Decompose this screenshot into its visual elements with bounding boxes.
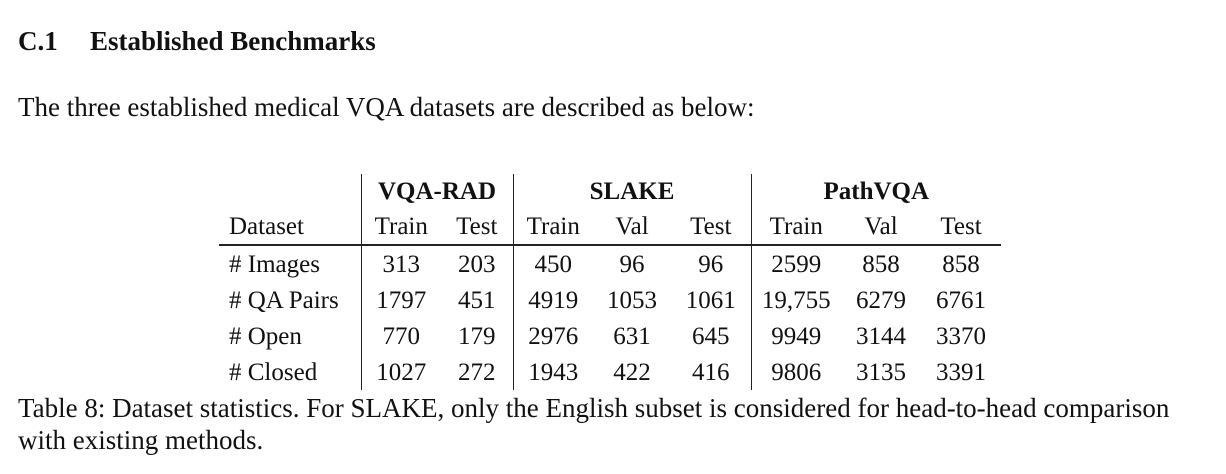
table-cell: 9949 — [750, 318, 841, 354]
table-cell: 1027 — [360, 354, 441, 390]
table-cell: 451 — [458, 286, 496, 314]
column-header: Train — [360, 208, 441, 246]
column-header: Dataset — [219, 208, 361, 246]
group-header: PathVQA — [750, 174, 1001, 208]
column-header: Test — [921, 208, 1001, 246]
table-cell: 2599 — [750, 245, 841, 282]
table-cell: 1943 — [512, 354, 593, 390]
empty-cell — [219, 174, 361, 208]
table-cell: 1061 — [685, 286, 736, 314]
table-cell: 272 — [458, 358, 496, 386]
table-cell: 3135 — [856, 358, 906, 386]
table-cell: 96 — [619, 250, 645, 278]
section-number: C.1 — [18, 26, 58, 56]
row-label: # QA Pairs — [229, 286, 339, 314]
column-header: Val — [593, 208, 671, 246]
table-cell: 858 — [862, 250, 900, 278]
table-cell: 450 — [512, 245, 593, 282]
table-cell: 631 — [613, 322, 651, 350]
table-row: # Open 770 179 2976 631 645 9949 3144 33… — [219, 318, 1001, 354]
table-cell: 96 — [698, 250, 724, 278]
table-cell: 6279 — [856, 286, 906, 314]
column-header-row: Dataset Train Test Train Val Test Train … — [219, 208, 1001, 246]
table-row: # Images 313 203 450 96 96 2599 858 858 — [219, 245, 1001, 282]
table-cell: 770 — [360, 318, 441, 354]
table-cell: 645 — [692, 322, 730, 350]
table-cell: 858 — [942, 250, 980, 278]
column-header: Train — [512, 208, 593, 246]
table-caption: Table 8: Dataset statistics. For SLAKE, … — [18, 393, 1170, 455]
row-label: # Closed — [229, 358, 318, 386]
table-cell: 3370 — [936, 322, 986, 350]
table-cell: 1053 — [607, 286, 657, 314]
group-header: VQA-RAD — [360, 174, 513, 208]
table-cell: 1797 — [360, 282, 441, 318]
table-cell: 3391 — [936, 358, 986, 386]
table-cell: 2976 — [512, 318, 593, 354]
table-row: # QA Pairs 1797 451 4919 1053 1061 19,75… — [219, 282, 1001, 318]
dataset-statistics-table: VQA-RAD SLAKE PathVQA Dataset Train Test… — [219, 174, 1001, 390]
column-header: Test — [441, 208, 513, 246]
column-header: Test — [671, 208, 751, 246]
table-cell: 3144 — [856, 322, 906, 350]
table-cell: 6761 — [936, 286, 986, 314]
section-heading: C.1 Established Benchmarks — [18, 26, 376, 57]
row-label: # Open — [229, 322, 302, 350]
row-label: # Images — [229, 250, 320, 278]
table-cell: 19,755 — [750, 282, 841, 318]
column-header: Val — [841, 208, 921, 246]
group-header-row: VQA-RAD SLAKE PathVQA — [219, 174, 1001, 208]
table-cell: 313 — [360, 245, 441, 282]
table-cell: 4919 — [512, 282, 593, 318]
section-title: Established Benchmarks — [90, 26, 376, 56]
table-row: # Closed 1027 272 1943 422 416 9806 3135… — [219, 354, 1001, 390]
table-cell: 203 — [458, 250, 496, 278]
column-header: Train — [750, 208, 841, 246]
table-cell: 416 — [692, 358, 730, 386]
table-cell: 422 — [613, 358, 651, 386]
group-header: SLAKE — [512, 174, 751, 208]
table-cell: 179 — [458, 322, 496, 350]
table-cell: 9806 — [750, 354, 841, 390]
intro-paragraph: The three established medical VQA datase… — [18, 92, 755, 122]
